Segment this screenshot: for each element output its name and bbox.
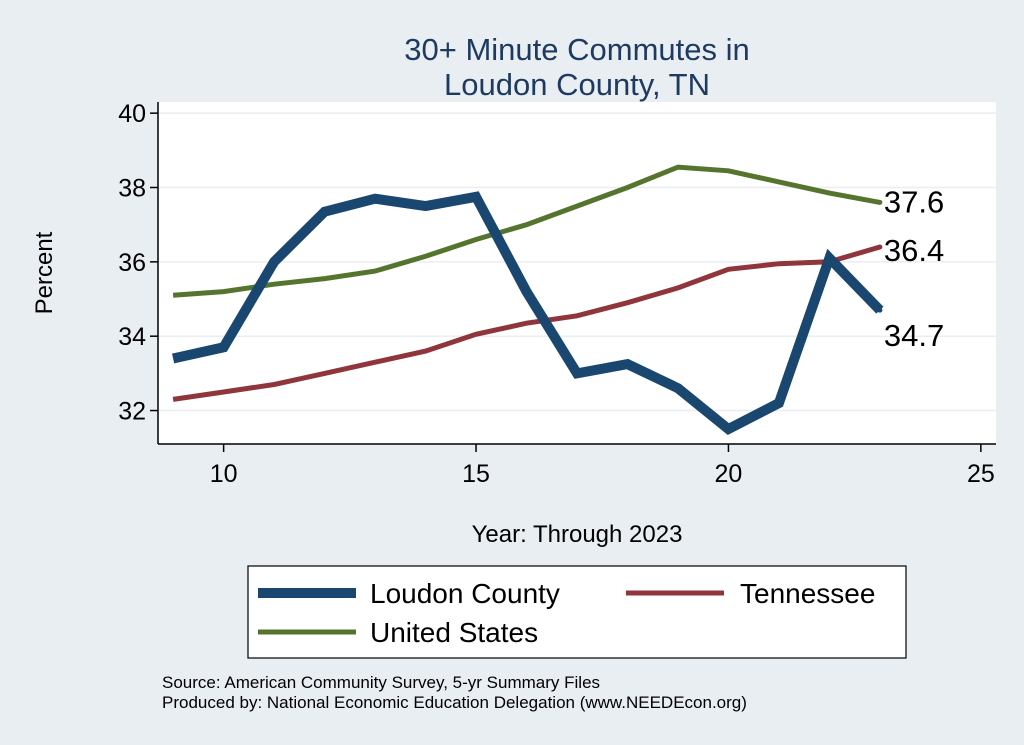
y-tick-label: 34 <box>118 323 146 351</box>
x-tick-label: 20 <box>715 460 743 488</box>
grid-layer <box>158 112 996 412</box>
chart-title-line-2: Loudon County, TN <box>444 67 710 102</box>
legend-label-united-states: United States <box>370 617 538 648</box>
y-tick-label: 40 <box>118 100 146 128</box>
end-label-tennessee: 36.4 <box>884 233 944 268</box>
x-tick-label: 15 <box>462 460 490 488</box>
end-label-loudon-county: 34.7 <box>884 318 944 353</box>
series-line-loudon-county <box>172 191 884 436</box>
x-tick-label: 10 <box>210 460 238 488</box>
end-point-tennessee <box>877 244 883 250</box>
chart-title-line-1: 30+ Minute Commutes in <box>404 32 749 67</box>
x-tick-label: 25 <box>967 460 995 488</box>
produced-by-note: Produced by: National Economic Education… <box>162 693 747 712</box>
legend-label-loudon-county: Loudon County <box>370 578 560 609</box>
x-axis-title: Year: Through 2023 <box>472 521 683 548</box>
source-note: Source: American Community Survey, 5-yr … <box>162 673 600 692</box>
legend-box <box>247 565 907 659</box>
plot-area <box>158 102 996 444</box>
end-point-loudon-county <box>877 307 883 313</box>
legend-label-tennessee: Tennessee <box>740 578 875 609</box>
y-tick-label: 32 <box>118 398 146 426</box>
series-layer <box>172 164 884 436</box>
label-layer: 34.7 36.4 37.6 <box>877 184 944 353</box>
y-tick-label: 38 <box>118 175 146 203</box>
y-tick-label: 36 <box>118 249 146 277</box>
series-line-united-states <box>172 164 881 298</box>
series-line-tennessee <box>172 244 881 402</box>
end-point-united-states <box>877 199 883 205</box>
legend: Loudon County Tennessee United States <box>247 565 907 659</box>
end-label-united-states: 37.6 <box>884 184 944 219</box>
axis-layer: 32 34 36 38 40 10 15 20 25 <box>118 100 996 488</box>
y-axis-title: Percent <box>31 231 58 314</box>
